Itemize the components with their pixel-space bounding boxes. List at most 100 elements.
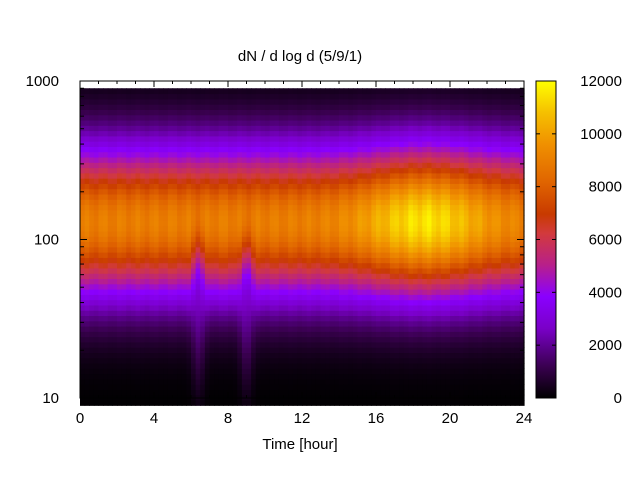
heatmap-cell bbox=[209, 109, 215, 116]
heatmap-cell bbox=[325, 283, 331, 290]
heatmap-cell bbox=[177, 88, 183, 95]
heatmap-cell bbox=[103, 146, 109, 153]
heatmap-cell bbox=[302, 146, 308, 153]
heatmap-cell bbox=[283, 183, 289, 190]
heatmap-cell bbox=[232, 156, 238, 163]
heatmap-cell bbox=[440, 130, 446, 137]
heatmap-cell bbox=[204, 399, 211, 406]
heatmap-cell bbox=[93, 114, 100, 121]
heatmap-cell bbox=[371, 352, 377, 359]
heatmap-cell bbox=[107, 151, 113, 158]
heatmap-cell bbox=[191, 204, 197, 211]
heatmap-cell bbox=[380, 357, 386, 364]
heatmap-cell bbox=[315, 114, 322, 121]
heatmap-cell bbox=[191, 193, 197, 200]
heatmap-cell bbox=[209, 183, 215, 190]
heatmap-cell bbox=[329, 88, 335, 95]
heatmap-cell bbox=[403, 320, 409, 327]
heatmap-cell bbox=[265, 299, 271, 306]
heatmap-cell bbox=[103, 130, 109, 137]
heatmap-cell bbox=[172, 347, 178, 354]
heatmap-cell bbox=[140, 209, 146, 216]
heatmap-cell bbox=[154, 241, 160, 248]
heatmap-cell bbox=[154, 389, 160, 396]
heatmap-cell bbox=[343, 241, 349, 248]
heatmap-cell bbox=[459, 362, 465, 369]
heatmap-cell bbox=[274, 320, 280, 327]
heatmap-cell bbox=[98, 209, 104, 216]
heatmap-cell bbox=[232, 320, 238, 327]
heatmap-cell bbox=[107, 384, 113, 390]
heatmap-cell bbox=[274, 209, 280, 216]
heatmap-cell bbox=[371, 241, 377, 248]
heatmap-cell bbox=[297, 215, 303, 221]
heatmap-cell bbox=[445, 141, 451, 147]
heatmap-cell bbox=[339, 331, 345, 338]
heatmap-cell bbox=[241, 114, 248, 121]
heatmap-cell bbox=[343, 141, 349, 147]
heatmap-cell bbox=[232, 151, 238, 158]
heatmap-cell bbox=[389, 119, 396, 126]
heatmap-cell bbox=[403, 336, 409, 343]
heatmap-cell bbox=[440, 236, 446, 243]
heatmap-cell bbox=[98, 347, 104, 354]
heatmap-cell bbox=[329, 241, 335, 248]
heatmap-cell bbox=[380, 172, 386, 179]
heatmap-cell bbox=[440, 273, 446, 280]
heatmap-cell bbox=[329, 315, 335, 322]
heatmap-cell bbox=[209, 352, 215, 359]
heatmap-cell bbox=[214, 135, 220, 142]
heatmap-cell bbox=[269, 246, 275, 253]
heatmap-cell bbox=[130, 315, 137, 322]
heatmap-cell bbox=[255, 98, 261, 105]
heatmap-cell bbox=[200, 399, 206, 406]
heatmap-cell bbox=[135, 368, 141, 375]
heatmap-cell bbox=[167, 114, 174, 121]
heatmap-cell bbox=[352, 104, 359, 110]
heatmap-cell bbox=[311, 204, 317, 211]
heatmap-cell bbox=[144, 378, 150, 385]
heatmap-cell bbox=[191, 315, 197, 322]
heatmap-cell bbox=[436, 278, 442, 285]
heatmap-cell bbox=[237, 362, 243, 369]
heatmap-cell bbox=[274, 399, 280, 406]
heatmap-cell bbox=[403, 246, 409, 253]
heatmap-cell bbox=[440, 167, 446, 174]
heatmap-cell bbox=[186, 204, 192, 211]
heatmap-cell bbox=[163, 188, 169, 195]
heatmap-cell bbox=[241, 109, 248, 116]
heatmap-cell bbox=[334, 273, 340, 280]
heatmap-cell bbox=[422, 98, 428, 105]
heatmap-cell bbox=[237, 183, 243, 190]
heatmap-cell bbox=[440, 146, 446, 153]
heatmap-cell bbox=[348, 241, 354, 248]
heatmap-cell bbox=[121, 246, 127, 253]
heatmap-cell bbox=[181, 326, 187, 332]
heatmap-cell bbox=[260, 98, 266, 105]
heatmap-cell bbox=[315, 220, 322, 227]
heatmap-cell bbox=[84, 104, 90, 110]
heatmap-cell bbox=[306, 262, 312, 269]
heatmap-cell bbox=[154, 183, 160, 190]
heatmap-cell bbox=[158, 199, 164, 206]
heatmap-cell bbox=[389, 146, 396, 153]
heatmap-cell bbox=[278, 262, 285, 269]
heatmap-cell bbox=[237, 220, 243, 227]
heatmap-cell bbox=[385, 389, 391, 396]
heatmap-cell bbox=[366, 156, 372, 163]
heatmap-cell bbox=[135, 225, 141, 232]
heatmap-cell bbox=[80, 146, 86, 153]
heatmap-cell bbox=[302, 267, 308, 274]
heatmap-cell bbox=[454, 125, 460, 132]
heatmap-cell bbox=[144, 230, 150, 237]
heatmap-cell bbox=[394, 273, 400, 280]
heatmap-cell bbox=[135, 156, 141, 163]
heatmap-cell bbox=[306, 320, 312, 327]
heatmap-cell bbox=[297, 230, 303, 237]
heatmap-cell bbox=[260, 262, 266, 269]
heatmap-cell bbox=[431, 220, 437, 227]
heatmap-cell bbox=[126, 294, 132, 301]
heatmap-cell bbox=[107, 109, 113, 116]
heatmap-cell bbox=[380, 336, 386, 343]
heatmap-cell bbox=[315, 320, 322, 327]
